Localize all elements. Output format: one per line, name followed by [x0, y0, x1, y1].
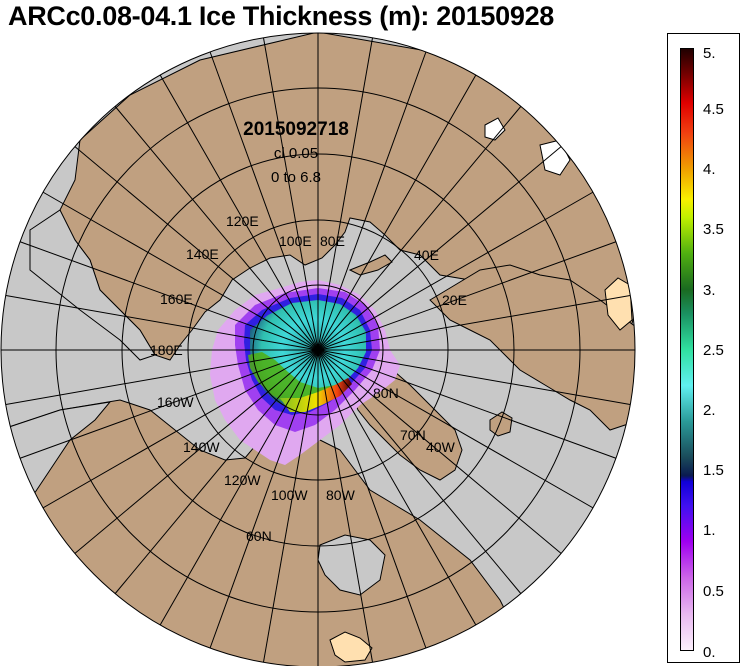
lon-label: 80W: [326, 487, 356, 503]
plot-title: ARCc0.08-04.1 Ice Thickness (m): 2015092…: [8, 1, 555, 31]
lon-label: 120W: [224, 472, 261, 488]
colorbar-tick: 4.5: [703, 101, 724, 118]
meridians: [1, 33, 635, 666]
hudson-bay: [317, 534, 386, 596]
land-novaya-zemlya: [348, 254, 393, 276]
colorbar-tick: 3.: [703, 282, 716, 299]
lon-label: 40W: [426, 439, 456, 455]
polar-map: 2015092718 cl 0.05 0 to 6.8 120E 140E 16…: [0, 32, 636, 666]
land-north-america: [1, 399, 521, 666]
colorbar-tick: 1.: [703, 522, 716, 539]
lon-label: 20E: [442, 292, 467, 308]
lon-label: 80E: [320, 233, 345, 249]
land-europe: [429, 264, 635, 431]
lon-label: 140E: [186, 246, 219, 262]
value-range: 0 to 6.8: [271, 169, 321, 186]
colorbar-tick: 2.: [703, 402, 716, 419]
latitude-labels: 80N 70N 60N: [246, 385, 426, 544]
lake-white: [484, 117, 506, 141]
colorbar-tick: 0.: [703, 644, 716, 661]
colorbar-tick: 5.: [703, 45, 716, 62]
lon-label: 140W: [183, 439, 220, 455]
colorbar-tick: 0.5: [703, 583, 724, 600]
colorbar-tick: 3.5: [703, 221, 724, 238]
lat-label: 70N: [400, 427, 426, 443]
great-lakes: [329, 631, 373, 663]
lat-label: 60N: [246, 528, 272, 544]
sea-ice-thickest: [280, 378, 352, 412]
lake-caspian-area: [604, 277, 633, 331]
lon-label: 120E: [226, 213, 259, 229]
lon-label: 100W: [271, 487, 308, 503]
colorbar-tick: 1.5: [703, 462, 724, 479]
lon-label: 100E: [279, 233, 312, 249]
longitude-labels: 120E 140E 160E 180E 160W 140W 120W 100W …: [150, 213, 467, 503]
map-boundary: [0, 32, 636, 666]
colorbar-gradient: [680, 48, 694, 651]
colorbar-tick: 4.: [703, 161, 716, 178]
map-disk: [1, 33, 635, 666]
lon-label: 180E: [150, 342, 183, 358]
map-datetime: 2015092718: [243, 119, 349, 140]
lon-label: 160W: [157, 394, 194, 410]
lon-label: 160E: [160, 291, 193, 307]
colorbar-tick: 2.5: [703, 342, 724, 359]
lon-label: 40E: [414, 247, 439, 263]
contour-interval: cl 0.05: [274, 145, 318, 162]
lat-label: 80N: [373, 385, 399, 401]
lake-ladoga: [607, 159, 635, 221]
